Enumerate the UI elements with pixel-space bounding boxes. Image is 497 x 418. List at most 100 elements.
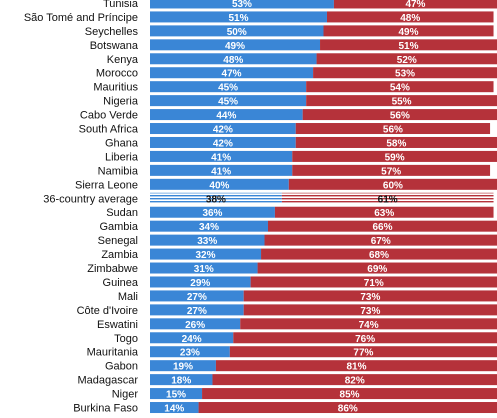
category-label: Cabo Verde: [80, 110, 138, 122]
category-label: Seychelles: [85, 26, 139, 38]
value-label-blue: 47%: [222, 69, 242, 80]
bar-segment-blue: [150, 206, 275, 218]
bar-segment-blue: [150, 360, 216, 372]
country-row: Zimbabwe 31% 69%: [87, 262, 497, 275]
bar-segment-blue: [150, 136, 296, 148]
value-label-red: 51%: [399, 41, 419, 52]
bar-segment-red: [250, 276, 497, 288]
country-row: Eswatini 26% 74%: [97, 318, 497, 331]
category-label: Ghana: [105, 137, 139, 149]
category-label: Sierra Leone: [75, 179, 138, 191]
value-label-blue: 34%: [199, 222, 219, 233]
value-label-blue: 24%: [182, 334, 202, 345]
country-row: Gambia 34% 66%: [99, 220, 497, 233]
country-row: Zambia 32% 68%: [101, 248, 497, 261]
bar-segment-red: [306, 81, 494, 93]
category-label: Namibia: [98, 165, 139, 177]
category-label: Botswana: [90, 40, 139, 52]
value-label-blue: 19%: [173, 362, 193, 373]
bar-segment-red: [316, 53, 497, 65]
bar-segment-blue: [150, 178, 289, 190]
country-row: Senegal 33% 67%: [98, 234, 497, 247]
country-row: Tunisia 53% 47%: [103, 0, 497, 10]
bar-segment-blue: [150, 81, 307, 93]
bar-segment-blue: [150, 248, 262, 260]
value-label-blue: 14%: [164, 404, 184, 415]
value-label-blue: 36%: [202, 208, 222, 219]
value-label-blue: 31%: [194, 264, 214, 275]
bar-segment-blue: [150, 346, 230, 358]
value-label-red: 71%: [364, 278, 384, 289]
value-label-blue: 51%: [228, 13, 248, 24]
value-label-red: 58%: [386, 138, 406, 149]
bar-segment-red: [198, 402, 497, 414]
value-label-red: 60%: [383, 180, 403, 191]
bar-segment-blue: [150, 53, 317, 65]
chart-rows: Tunisia 53% 47% São Tomé and Príncipe 51% 48%…: [24, 0, 497, 415]
country-row: Ghana 42% 58%: [105, 136, 497, 149]
country-row: South Africa 42% 56%: [79, 123, 491, 136]
bar-segment-blue: [150, 109, 303, 121]
bar-segment-blue: [150, 332, 234, 344]
category-label: Togo: [114, 333, 138, 345]
country-row: Seychelles 50% 49%: [85, 25, 494, 38]
country-row: Mauritius 45% 54%: [93, 81, 494, 94]
country-row: Madagascar 18% 82%: [77, 374, 497, 387]
country-row: Namibia 41% 57%: [98, 164, 491, 177]
bar-segment-red: [333, 0, 497, 9]
value-label-blue: 26%: [185, 320, 205, 331]
bar-segment-blue: [150, 192, 282, 204]
bar-segment-red: [292, 164, 491, 176]
value-label-red: 76%: [355, 334, 375, 345]
value-label-red: 85%: [340, 390, 360, 401]
bar-segment-blue: [150, 220, 268, 232]
country-row: Togo 24% 76%: [114, 332, 497, 345]
bar-segment-red: [302, 109, 497, 121]
value-label-red: 53%: [395, 69, 415, 80]
bar-segment-red: [243, 290, 497, 302]
bar-segment-red: [202, 388, 497, 400]
value-label-red: 82%: [345, 376, 365, 387]
category-label: 36-country average: [43, 193, 138, 205]
bar-segment-red: [281, 192, 494, 204]
category-label: South Africa: [79, 124, 139, 136]
value-label-red: 68%: [369, 250, 389, 261]
country-row: Gabon 19% 81%: [105, 360, 497, 373]
bar-segment-red: [306, 95, 497, 107]
value-label-blue: 45%: [218, 97, 238, 108]
country-row: São Tomé and Príncipe 51% 48%: [24, 11, 494, 24]
country-row: Guinea 29% 71%: [103, 276, 497, 289]
value-label-red: 55%: [392, 97, 412, 108]
category-label: Senegal: [98, 235, 138, 247]
value-label-blue: 15%: [166, 390, 186, 401]
country-row: Nigeria 45% 55%: [103, 95, 497, 108]
category-label: Gambia: [99, 221, 138, 233]
value-label-blue: 40%: [209, 180, 229, 191]
bar-segment-blue: [150, 304, 244, 316]
bar-segment-red: [288, 178, 497, 190]
bar-segment-blue: [150, 234, 265, 246]
bar-segment-red: [274, 206, 494, 218]
category-label: Zimbabwe: [87, 263, 138, 275]
value-label-blue: 32%: [196, 250, 216, 261]
bar-segment-red: [215, 360, 497, 372]
value-label-red: 73%: [360, 306, 380, 317]
bar-segment-red: [267, 220, 497, 232]
value-label-red: 54%: [390, 83, 410, 94]
value-label-blue: 41%: [211, 152, 231, 163]
value-label-red: 48%: [400, 13, 420, 24]
category-label: Sudan: [106, 207, 138, 219]
bar-segment-blue: [150, 11, 327, 23]
value-label-red: 66%: [372, 222, 392, 233]
value-label-red: 77%: [353, 348, 373, 359]
value-label-red: 59%: [385, 152, 405, 163]
value-label-red: 74%: [359, 320, 379, 331]
value-label-blue: 45%: [218, 83, 238, 94]
bar-segment-red: [233, 332, 497, 344]
value-label-red: 67%: [371, 236, 391, 247]
value-label-red: 47%: [405, 0, 425, 10]
category-label: Eswatini: [97, 319, 138, 331]
bar-segment-red: [323, 25, 494, 37]
bar-segment-red: [240, 318, 497, 330]
